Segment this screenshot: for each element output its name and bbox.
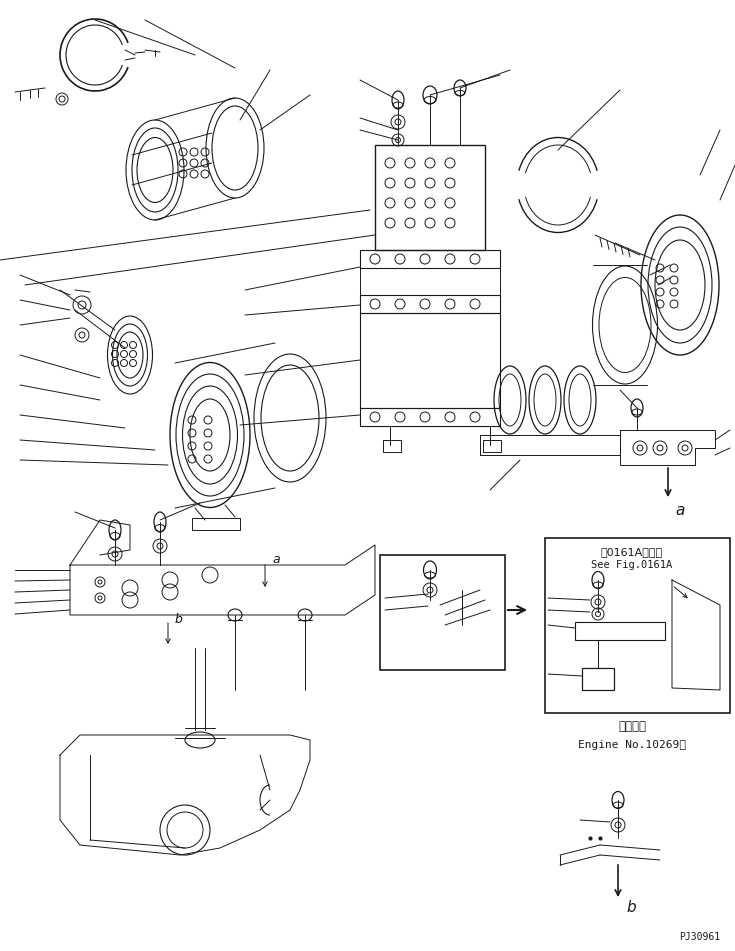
Bar bbox=[545, 538, 730, 713]
Text: 第0161A図参照: 第0161A図参照 bbox=[601, 547, 663, 557]
Bar bbox=[360, 408, 500, 426]
Text: b: b bbox=[626, 900, 636, 915]
Bar bbox=[192, 518, 240, 530]
Bar bbox=[380, 555, 505, 670]
Bar bbox=[360, 250, 500, 268]
Text: b: b bbox=[175, 613, 183, 626]
Bar bbox=[375, 145, 485, 250]
Bar bbox=[582, 668, 614, 690]
Text: See Fig.0161A: See Fig.0161A bbox=[592, 560, 673, 570]
Text: a: a bbox=[675, 503, 684, 518]
Text: 適用号機: 適用号機 bbox=[618, 720, 646, 733]
Text: a: a bbox=[272, 553, 279, 566]
Text: PJ30961: PJ30961 bbox=[679, 932, 720, 942]
Bar bbox=[383, 440, 401, 452]
Bar bbox=[483, 440, 501, 452]
Bar bbox=[575, 622, 665, 640]
Bar bbox=[360, 295, 500, 313]
Text: Engine No.10269～: Engine No.10269～ bbox=[578, 740, 686, 750]
Bar bbox=[360, 313, 500, 408]
